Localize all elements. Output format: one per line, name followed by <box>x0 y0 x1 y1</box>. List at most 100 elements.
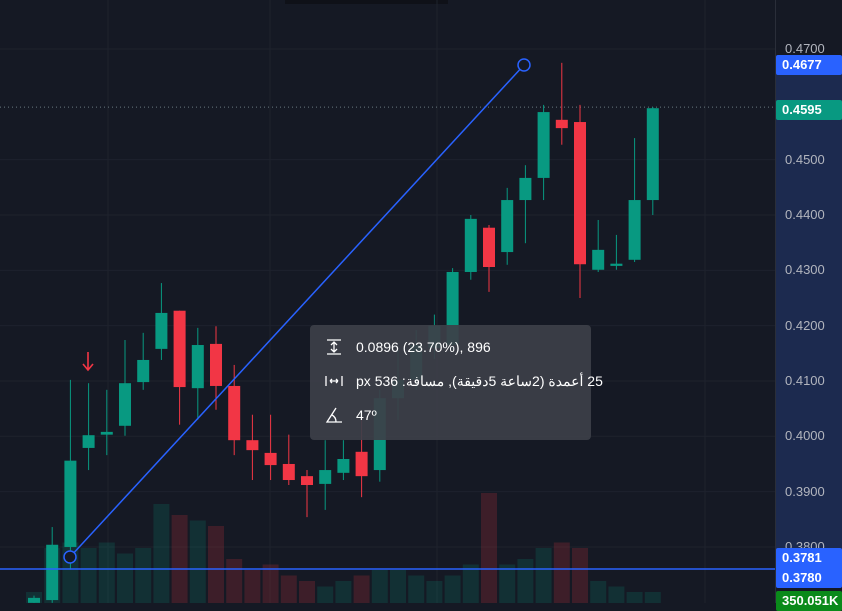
last-price-tag: 0.4595 <box>776 100 842 120</box>
candle-body <box>464 218 477 272</box>
candle <box>646 107 659 215</box>
volume-bar <box>608 586 625 603</box>
price-tick-label: 0.4300 <box>785 262 825 278</box>
candle <box>210 326 222 410</box>
volume-bar <box>117 553 133 603</box>
volume-bar <box>98 542 115 603</box>
price-tick-label: 0.4700 <box>785 41 825 56</box>
candle-body <box>337 458 350 473</box>
volume-bar <box>189 520 206 603</box>
candle <box>319 440 332 510</box>
volume-bar <box>153 504 170 603</box>
candle-body <box>574 122 586 265</box>
volume-bar <box>408 575 425 603</box>
candle-body <box>173 310 186 388</box>
candle <box>574 104 586 298</box>
candle <box>555 62 568 145</box>
volume-bar <box>80 548 97 603</box>
volume-bar <box>572 548 588 603</box>
candle-body <box>100 431 113 435</box>
candle <box>282 434 295 486</box>
volume-bar <box>535 548 552 603</box>
line-end-price-tag: 0.4677 <box>776 55 842 75</box>
candle <box>483 224 495 292</box>
candle <box>46 527 59 603</box>
price-tick-label: 0.4000 <box>785 428 825 444</box>
volume-bar <box>644 592 661 603</box>
trend-line-end-handle[interactable] <box>517 58 531 72</box>
volume-bar <box>262 564 279 603</box>
candle-body <box>82 435 95 448</box>
volume-bar <box>299 581 315 603</box>
candle-body <box>155 312 168 349</box>
candle-body <box>191 345 204 389</box>
price-tick-label: 0.4100 <box>785 372 825 388</box>
candle-body <box>119 383 131 426</box>
candle-body <box>282 463 295 481</box>
candlestick-chart[interactable] <box>0 0 775 603</box>
candle <box>337 440 350 481</box>
candle-body <box>610 263 623 266</box>
volume-bar <box>280 575 297 603</box>
trend-line-start-handle[interactable] <box>63 550 77 564</box>
price-tick-label: 0.4200 <box>785 317 825 333</box>
horizontal-line-price: 0.3780 <box>782 570 822 585</box>
candle <box>501 187 514 265</box>
volume-bar <box>517 559 534 603</box>
candle-body <box>210 343 222 386</box>
volume-bar <box>135 548 152 603</box>
candle-body <box>355 451 368 477</box>
candle-body <box>246 440 259 451</box>
candle <box>592 219 605 272</box>
volume-bar <box>390 570 406 603</box>
candle <box>301 470 313 518</box>
candle <box>628 138 641 263</box>
price-tick-label: 0.4800 <box>785 0 825 1</box>
candle-body <box>301 476 313 486</box>
candle-body <box>64 460 77 547</box>
trend-line-drawing <box>69 64 525 558</box>
angle-icon <box>325 407 342 423</box>
volume-bar <box>499 564 516 603</box>
volume-bar <box>226 559 243 603</box>
candle-body <box>46 544 59 601</box>
candle <box>464 214 477 280</box>
volume-bar <box>171 515 188 603</box>
price-range-icon <box>327 339 341 355</box>
candle <box>264 414 277 481</box>
volume-bar <box>426 581 443 603</box>
candle-body <box>319 470 332 484</box>
volume-bar <box>317 586 334 603</box>
bars-range-icon <box>325 376 343 386</box>
volume-bar <box>353 575 370 603</box>
line-start-price-tag: 0.3781 0.3780 <box>776 548 842 588</box>
candle-body <box>483 227 495 268</box>
candle <box>610 234 623 270</box>
candle-body <box>28 597 40 603</box>
candle-body <box>264 452 277 466</box>
volume-bar <box>208 526 224 603</box>
volume-bar <box>244 570 261 603</box>
volume-bar <box>371 570 388 603</box>
arrow-down-icon <box>82 352 94 372</box>
candle-body <box>519 177 532 201</box>
candle <box>537 104 550 201</box>
price-tick-label: 0.3900 <box>785 483 825 499</box>
candle-body <box>646 108 659 201</box>
candle <box>28 595 40 603</box>
volume-bar <box>444 575 461 603</box>
volume-bar <box>335 581 352 603</box>
candle <box>119 340 131 436</box>
volume-bar <box>553 542 570 603</box>
top-toolbar-tab <box>285 0 448 4</box>
measure-tooltip: 0.0896 (23.70%), 896 25 أعمدة (2ساعة 5دق… <box>310 325 603 440</box>
candle-body <box>592 249 605 270</box>
price-tick-label: 0.4400 <box>785 206 825 222</box>
angle-text: 47º <box>356 407 377 423</box>
candle-body <box>537 112 550 178</box>
volume-bar <box>590 581 607 603</box>
bars-range-text: 25 أعمدة (2ساعة 5دقيقة), مسافة: 536 px <box>356 372 603 389</box>
candle <box>82 383 95 471</box>
candle <box>519 165 532 244</box>
volume-bar <box>626 592 643 603</box>
